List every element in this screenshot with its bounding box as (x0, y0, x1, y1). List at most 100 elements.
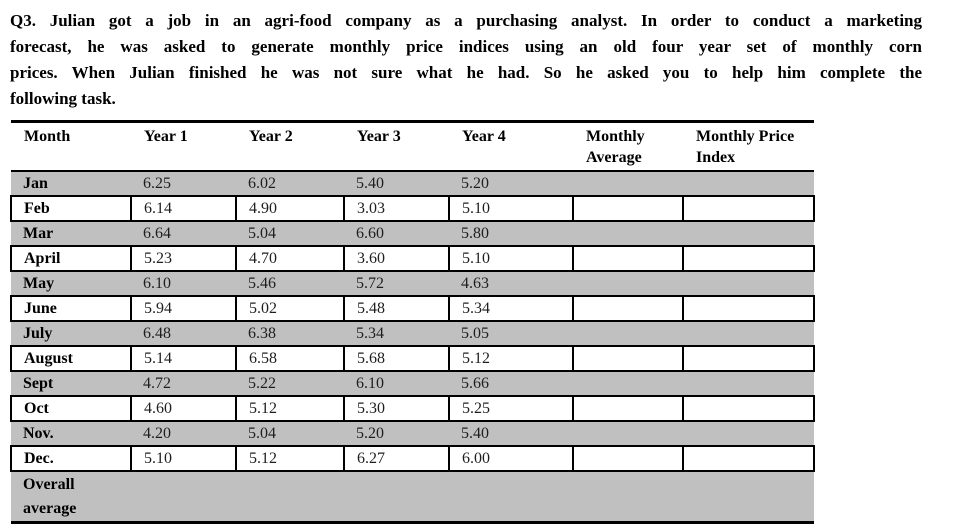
monthly-average-cell (573, 271, 683, 296)
year3-cell: 6.27 (343, 446, 449, 471)
year1-cell: 6.10 (131, 271, 236, 296)
year3-cell: 5.30 (343, 396, 449, 421)
year4-cell: 6.00 (448, 446, 573, 471)
year4-cell: 5.80 (449, 221, 573, 246)
monthly-average-cell (572, 346, 683, 371)
year1-cell: 4.72 (131, 371, 236, 396)
monthly-price-index-cell (683, 271, 814, 296)
monthly-average-cell (572, 196, 683, 221)
year2-cell: 5.12 (235, 396, 344, 421)
column-header-year1: Year 1 (131, 121, 236, 171)
monthly-average-cell (572, 246, 683, 271)
month-cell: Oct (10, 396, 131, 421)
year1-cell: 4.20 (131, 421, 236, 446)
year1-cell: 6.14 (130, 196, 236, 221)
year2-cell (236, 471, 344, 523)
monthly-price-index-cell (683, 171, 814, 196)
year1-cell: 5.23 (130, 246, 236, 271)
month-cell: Feb (10, 196, 131, 221)
year3-cell: 6.60 (344, 221, 449, 246)
year1-cell: 6.64 (131, 221, 236, 246)
column-header-year3: Year 3 (344, 121, 449, 171)
monthly-price-index-cell (682, 246, 815, 271)
monthly-average-cell (573, 321, 683, 346)
table-row: June 5.94 5.02 5.48 5.34 (10, 296, 815, 321)
year2-cell: 4.70 (235, 246, 344, 271)
monthly-price-index-cell (682, 396, 815, 421)
year1-cell: 5.94 (130, 296, 236, 321)
monthly-price-index-cell (683, 321, 814, 346)
month-cell: Mar (11, 221, 131, 246)
monthly-price-index-cell (682, 346, 815, 371)
monthly-average-cell (572, 446, 683, 471)
year2-cell: 6.38 (236, 321, 344, 346)
monthly-average-cell (572, 396, 683, 421)
monthly-price-index-cell (683, 221, 814, 246)
year3-cell: 3.03 (343, 196, 449, 221)
table-row: August 5.14 6.58 5.68 5.12 (10, 346, 815, 371)
month-cell: Sept (11, 371, 131, 396)
month-cell: Overall average (11, 471, 131, 523)
year3-cell: 5.72 (344, 271, 449, 296)
monthly-price-index-cell (683, 371, 814, 396)
year4-cell: 5.10 (448, 246, 573, 271)
table-row: May 6.10 5.46 5.72 4.63 (11, 271, 814, 296)
column-header-monthly-price-index: Monthly Price Index (683, 121, 814, 171)
question-line: Q3. Julian got a job in an agri-food com… (10, 11, 922, 30)
table-row: Mar 6.64 5.04 6.60 5.80 (11, 221, 814, 246)
month-cell: April (10, 246, 131, 271)
month-cell: Jan (11, 171, 131, 196)
month-cell: June (10, 296, 131, 321)
question-text: Q3. Julian got a job in an agri-food com… (0, 0, 922, 112)
table-row: Nov. 4.20 5.04 5.20 5.40 (11, 421, 814, 446)
column-header-monthly-average: Monthly Average (573, 121, 683, 171)
year3-cell: 5.20 (344, 421, 449, 446)
year3-cell: 5.40 (344, 171, 449, 196)
year4-cell: 5.66 (449, 371, 573, 396)
year4-cell: 5.10 (448, 196, 573, 221)
year3-cell: 3.60 (343, 246, 449, 271)
year4-cell: 5.25 (448, 396, 573, 421)
table-header-row: Month Year 1 Year 2 Year 3 Year 4 Monthl… (11, 121, 814, 171)
monthly-price-index-cell (682, 446, 815, 471)
year3-cell: 5.34 (344, 321, 449, 346)
year3-cell (344, 471, 449, 523)
question-line: forecast, he was asked to generate month… (10, 37, 922, 56)
month-cell: August (10, 346, 131, 371)
year2-cell: 6.02 (236, 171, 344, 196)
year4-cell: 5.05 (449, 321, 573, 346)
year4-cell: 4.63 (449, 271, 573, 296)
table-row: Oct 4.60 5.12 5.30 5.25 (10, 396, 815, 421)
table-row: July 6.48 6.38 5.34 5.05 (11, 321, 814, 346)
year2-cell: 5.12 (235, 446, 344, 471)
monthly-average-cell (573, 221, 683, 246)
monthly-average-cell (573, 371, 683, 396)
year1-cell: 6.25 (131, 171, 236, 196)
month-cell: Nov. (11, 421, 131, 446)
year2-cell: 6.58 (235, 346, 344, 371)
year1-cell: 5.14 (130, 346, 236, 371)
month-cell: Dec. (10, 446, 131, 471)
year2-cell: 4.90 (235, 196, 344, 221)
month-cell: May (11, 271, 131, 296)
monthly-price-index-cell (682, 196, 815, 221)
year2-cell: 5.04 (236, 421, 344, 446)
year4-cell: 5.12 (448, 346, 573, 371)
overall-average-row: Overall average (11, 471, 814, 523)
year4-cell: 5.40 (449, 421, 573, 446)
year4-cell: 5.34 (448, 296, 573, 321)
table-body: Jan 6.25 6.02 5.40 5.20 Feb 6.14 4.90 3.03 5.10 Ma… (10, 171, 815, 523)
monthly-average-cell (573, 171, 683, 196)
year2-cell: 5.46 (236, 271, 344, 296)
monthly-average-cell (573, 471, 683, 523)
monthly-average-cell (572, 296, 683, 321)
year1-cell: 6.48 (131, 321, 236, 346)
year3-cell: 5.68 (343, 346, 449, 371)
table-row: April 5.23 4.70 3.60 5.10 (10, 246, 815, 271)
table-row: Sept 4.72 5.22 6.10 5.66 (11, 371, 814, 396)
year4-cell: 5.20 (449, 171, 573, 196)
year3-cell: 6.10 (344, 371, 449, 396)
corn-price-table: Month Year 1 Year 2 Year 3 Year 4 Monthl… (10, 120, 815, 524)
question-line: following task. (10, 89, 116, 108)
